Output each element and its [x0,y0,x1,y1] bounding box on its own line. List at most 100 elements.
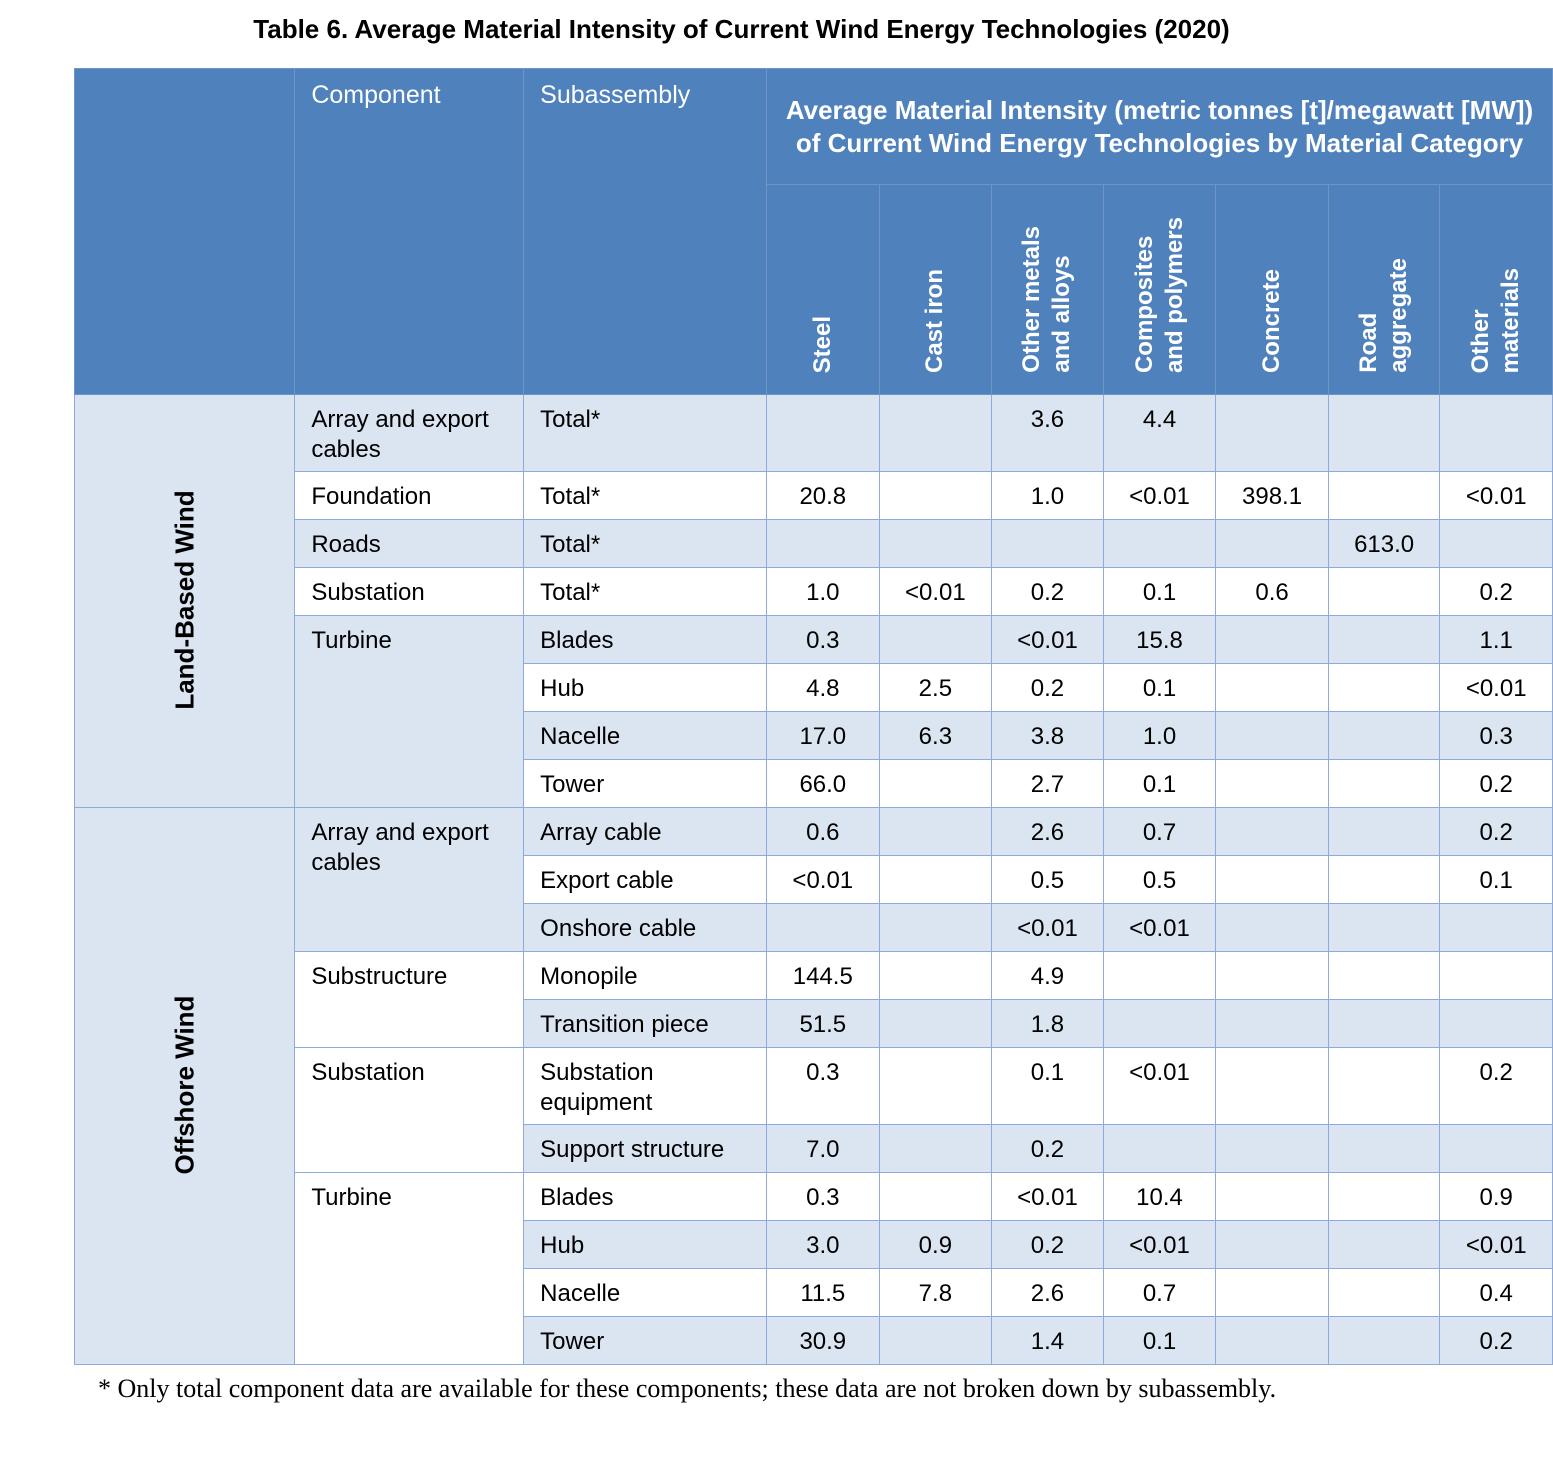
value-cell-composites: <0.01 [1102,1220,1217,1269]
value-cell-other-metals: 0.5 [991,855,1104,904]
value-cell-concrete [1215,1268,1329,1317]
table-row: Offshore Wind Array and export cables Arra… [73,807,1553,1365]
value-cell-steel: 0.3 [766,1172,880,1221]
header-cast-iron: Cast iron [878,184,993,395]
component-cell: Substation [294,1047,525,1173]
value-cell-cast-iron [878,855,993,904]
value-cell-other-materials: <0.01 [1439,1220,1553,1269]
value-cell-other-metals: 3.8 [991,711,1104,760]
value-cell-concrete [1215,1316,1329,1365]
value-cell-concrete: 0.6 [1215,567,1329,616]
value-cell-road-aggregate [1327,394,1441,472]
value-cell-cast-iron [878,1172,993,1221]
value-cell-other-metals: 1.8 [991,999,1104,1048]
value-cell-steel: 30.9 [766,1316,880,1365]
value-cell-other-materials [1439,394,1553,472]
value-cell-road-aggregate [1327,1172,1441,1221]
subassembly-cell: Tower [523,1316,768,1365]
value-cell-steel: 3.0 [766,1220,880,1269]
value-cell-concrete [1215,903,1329,952]
table-row: Substation Substation equipment 0.3 0.1 <0.0… [74,1047,1553,1173]
value-cell-concrete: 398.1 [1215,471,1329,520]
component-cell: Array and export cables [294,807,525,952]
value-cell-cast-iron [878,951,993,1000]
value-cell-road-aggregate [1327,615,1441,664]
value-cell-road-aggregate [1327,951,1441,1000]
header-road-aggregate-label: Road aggregate [1355,258,1413,373]
value-cell-other-materials [1439,951,1553,1000]
value-cell-steel: 0.6 [766,807,880,856]
component-cell: Roads [294,519,525,568]
value-cell-steel: 4.8 [766,663,880,712]
table-row: Turbine Blades 0.3 <0.01 15.8 1.1 [74,615,1553,808]
value-cell-other-materials: <0.01 [1439,663,1553,712]
value-cell-concrete [1215,711,1329,760]
header-cast-iron-label: Cast iron [921,268,949,373]
value-cell-steel: 0.3 [766,615,880,664]
value-cell-concrete [1215,999,1329,1048]
value-cell-concrete [1215,951,1329,1000]
value-cell-other-materials: 0.4 [1439,1268,1553,1317]
value-cell-composites [1102,519,1217,568]
value-cell-other-materials [1439,999,1553,1048]
header-other-materials-label: Other materials [1467,267,1525,373]
value-cell-other-materials: 0.3 [1439,711,1553,760]
value-cell-steel: 7.0 [766,1124,880,1173]
value-cell-concrete [1215,394,1329,472]
value-cell-other-metals: 4.9 [991,951,1104,1000]
subassembly-cell: Monopile [523,951,768,1000]
subassembly-cell: Onshore cable [523,903,768,952]
value-cell-concrete [1215,807,1329,856]
header-material-intensity: Average Material Intensity (metric tonne… [766,68,1553,185]
subassembly-cell: Nacelle [523,1268,768,1317]
value-cell-other-metals: 1.0 [991,471,1104,520]
value-cell-cast-iron [878,471,993,520]
value-cell-other-materials: 0.2 [1439,567,1553,616]
value-cell-other-materials: 0.1 [1439,855,1553,904]
value-cell-composites: 10.4 [1102,1172,1217,1221]
value-cell-other-metals: 0.2 [991,1220,1104,1269]
value-cell-composites: 0.1 [1102,1316,1217,1365]
value-cell-concrete [1215,615,1329,664]
group-label-cell: Land-Based Wind [73,394,296,808]
table-row: Foundation Total* 20.8 1.0 <0.01 398.1 <0.01 [74,471,1553,520]
value-cell-steel: 17.0 [766,711,880,760]
value-cell-composites: 0.1 [1102,663,1217,712]
value-cell-other-materials: 0.2 [1439,1316,1553,1365]
value-cell-cast-iron: 6.3 [878,711,993,760]
value-cell-other-materials: 0.2 [1439,807,1553,856]
subassembly-cell: Hub [523,663,768,712]
value-cell-cast-iron [878,903,993,952]
header-subassembly: Subassembly [523,68,768,395]
subassembly-cell: Blades [523,615,768,664]
subassembly-cell: Transition piece [523,999,768,1048]
value-cell-other-metals: 0.2 [991,567,1104,616]
component-cell: Foundation [294,471,525,520]
value-cell-road-aggregate [1327,999,1441,1048]
component-cell: Substructure [294,951,525,1048]
component-cell: Turbine [294,1172,525,1365]
value-cell-road-aggregate [1327,1220,1441,1269]
header-road-aggregate: Road aggregate [1327,184,1441,395]
value-cell-road-aggregate [1327,1047,1441,1125]
footnote: * Only total component data are availabl… [98,1374,1277,1403]
value-cell-other-materials [1439,519,1553,568]
value-cell-cast-iron [878,1316,993,1365]
subassembly-cell: Support structure [523,1124,768,1173]
header-other-metals-label: Other metals and alloys [1018,226,1076,373]
value-cell-other-metals: <0.01 [991,615,1104,664]
value-cell-other-materials: 0.9 [1439,1172,1553,1221]
header-component: Component [294,68,525,395]
subassembly-cell: Total* [523,519,768,568]
table-title: Table 6. Average Material Intensity of C… [253,14,1230,44]
value-cell-cast-iron: <0.01 [878,567,993,616]
value-cell-road-aggregate [1327,567,1441,616]
value-cell-steel [766,519,880,568]
value-cell-composites: 0.5 [1102,855,1217,904]
table-body: Land-Based Wind Array and export cables To… [73,394,1553,1365]
value-cell-cast-iron [878,807,993,856]
value-cell-steel: 1.0 [766,567,880,616]
component-cell: Substation [294,567,525,616]
value-cell-composites: 1.0 [1102,711,1217,760]
header-concrete: Concrete [1215,184,1329,395]
